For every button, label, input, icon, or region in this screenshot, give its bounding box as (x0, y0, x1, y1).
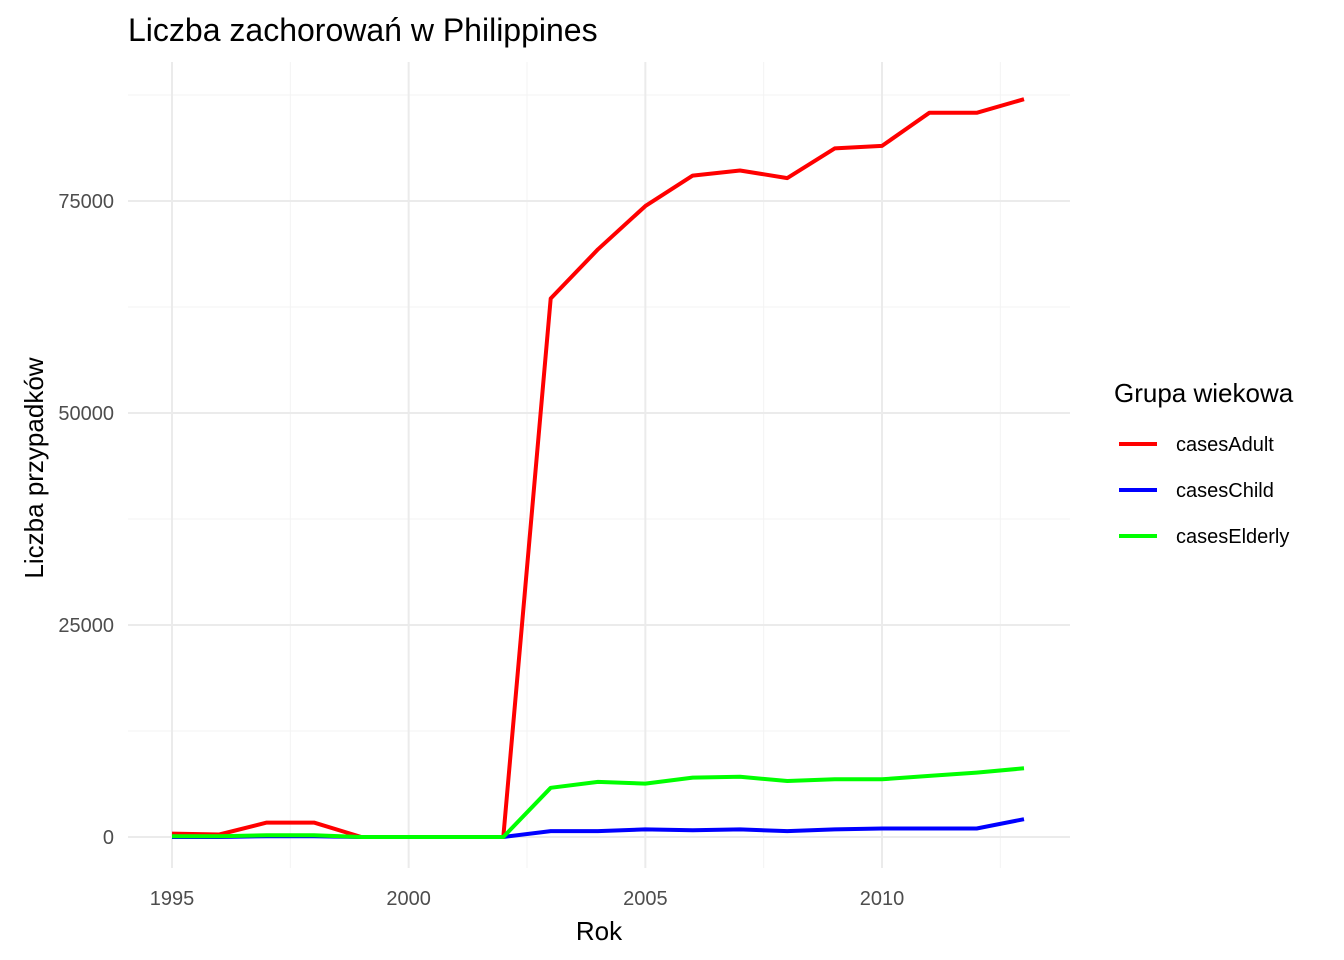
legend-label-casesChild: casesChild (1176, 480, 1274, 502)
legend: Grupa wiekowa casesAdult casesChild casesE… (1114, 378, 1294, 548)
series-line-casesAdult (171, 97, 1025, 839)
y-axis-ticks: 0 25000 50000 75000 (58, 191, 114, 849)
x-axis-title: Rok (576, 916, 623, 946)
y-axis-title: Liczba przypadków (19, 357, 49, 578)
legend-title: Grupa wiekowa (1114, 378, 1294, 408)
series-lines (171, 97, 1025, 839)
series-line-casesElderly (172, 766, 1025, 839)
x-tick-label: 1995 (150, 888, 195, 910)
x-axis-ticks: 1995 2000 2005 2010 (150, 888, 905, 910)
y-tick-label: 50000 (58, 403, 114, 425)
x-tick-label: 2000 (386, 888, 431, 910)
chart-title: Liczba zachorowań w Philippines (128, 12, 598, 48)
y-tick-label: 0 (103, 827, 114, 849)
x-tick-label: 2010 (860, 888, 905, 910)
grid (128, 62, 1070, 868)
legend-label-casesAdult: casesAdult (1176, 434, 1274, 456)
y-tick-label: 75000 (58, 191, 114, 213)
legend-label-casesElderly: casesElderly (1176, 526, 1289, 548)
y-tick-label: 25000 (58, 615, 114, 637)
x-tick-label: 2005 (623, 888, 668, 910)
